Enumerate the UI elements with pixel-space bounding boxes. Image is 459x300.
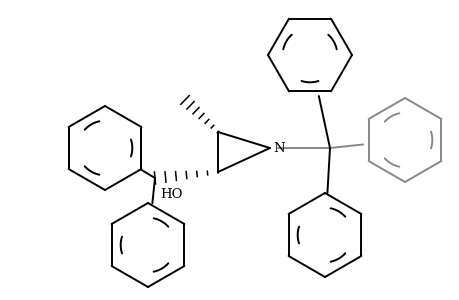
Text: HO: HO (160, 188, 182, 202)
Text: N: N (272, 142, 284, 154)
